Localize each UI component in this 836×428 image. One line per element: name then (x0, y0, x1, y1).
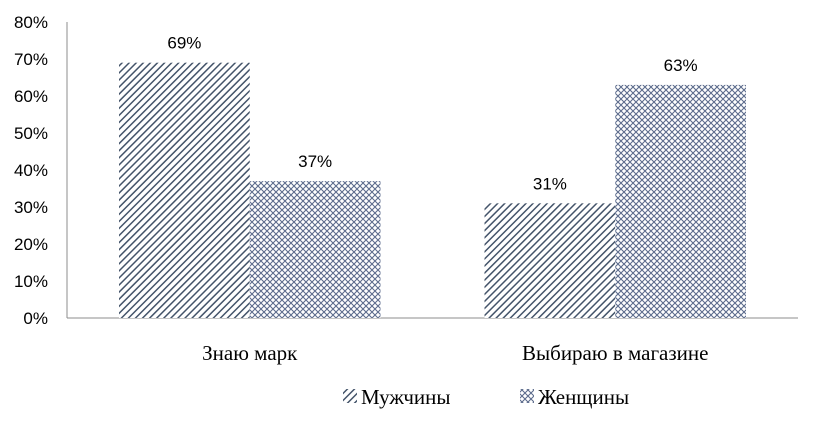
category-labels: Знаю марк Выбираю в магазине (202, 341, 708, 365)
legend-label: Женщины (538, 385, 629, 409)
legend: Мужчины Женщины (343, 385, 629, 409)
y-tick-label: 20% (14, 235, 48, 254)
y-tick-label: 80% (14, 13, 48, 32)
bar-women-1 (615, 84, 746, 319)
data-labels: 69% 37% 31% 63% (167, 34, 697, 194)
legend-swatch (520, 389, 534, 403)
y-tick-label: 70% (14, 50, 48, 69)
legend-item: Женщины (520, 385, 629, 409)
y-tick-label: 10% (14, 272, 48, 291)
data-label: 69% (167, 34, 201, 53)
y-tick-label: 0% (23, 309, 48, 328)
category-label: Выбираю в магазине (522, 341, 708, 365)
data-label: 31% (533, 174, 567, 193)
y-tick-labels: 0% 10% 20% 30% 40% 50% 60% 70% 80% (14, 13, 48, 328)
bar-men-0 (119, 62, 250, 319)
data-label: 63% (664, 56, 698, 75)
y-tick-label: 60% (14, 87, 48, 106)
legend-item: Мужчины (343, 385, 451, 409)
data-label: 37% (298, 152, 332, 171)
y-tick-label: 40% (14, 161, 48, 180)
y-tick-label: 50% (14, 124, 48, 143)
legend-swatch (343, 389, 357, 403)
bar-men-1 (484, 203, 616, 318)
category-label: Знаю марк (202, 341, 298, 365)
bar-women-0 (249, 181, 381, 318)
bars (119, 62, 746, 319)
legend-label: Мужчины (361, 385, 451, 409)
y-tick-label: 30% (14, 198, 48, 217)
